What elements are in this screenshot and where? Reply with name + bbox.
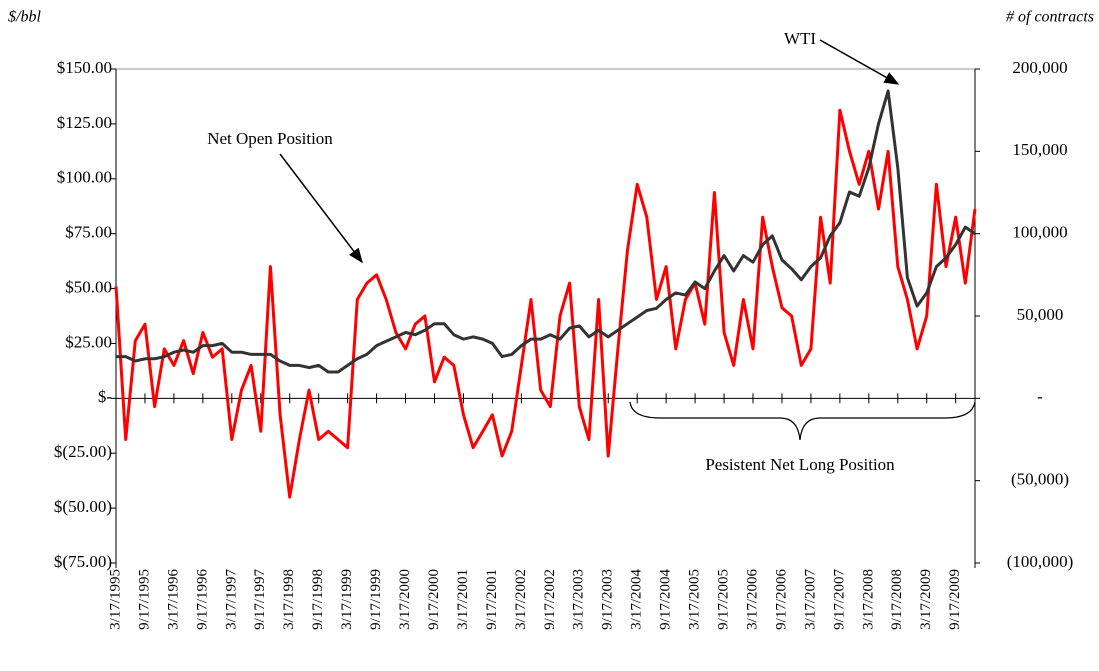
x-tick-label: 9/17/2006: [773, 569, 789, 630]
line-series: [116, 89, 976, 374]
brace: [629, 401, 976, 441]
y2-tick-label: 200,000: [1012, 58, 1067, 77]
x-tick-label: 3/17/2003: [571, 569, 587, 630]
y-tick-label: $100.00: [57, 168, 112, 187]
x-tick-label: 9/17/2000: [426, 569, 442, 630]
x-tick-label: 9/17/2005: [715, 569, 731, 630]
line-series: [114, 108, 977, 499]
y2-axis-title: # of contracts: [1006, 9, 1094, 26]
y2-tick-label: (50,000): [1011, 470, 1069, 489]
y2-tick-label: -: [1037, 387, 1043, 406]
x-tick-label: 3/17/1999: [339, 569, 355, 630]
x-tick-label: 9/17/2001: [484, 569, 500, 630]
x-tick-label: 9/17/2002: [542, 569, 558, 630]
y-tick-label: $(50.00): [54, 497, 112, 516]
y2-tick-label: 150,000: [1012, 140, 1067, 159]
y-axis-title: $/bbl: [8, 9, 41, 26]
annotation: Net Open Position: [207, 129, 333, 148]
y-tick-label: $-: [98, 387, 113, 406]
x-tick-label: 9/17/1996: [194, 569, 210, 630]
annotation: WTI: [784, 29, 816, 48]
x-tick-label: 3/17/2002: [513, 569, 529, 630]
x-tick-label: 3/17/2000: [397, 569, 413, 630]
x-tick-label: 9/17/1999: [368, 569, 384, 630]
y-tick-label: $150.00: [57, 58, 112, 77]
y2-tick-label: 50,000: [1017, 305, 1064, 324]
x-tick-label: 3/17/1996: [165, 569, 181, 630]
x-tick-label: 3/17/2006: [744, 569, 760, 630]
y-tick-label: $75.00: [65, 223, 112, 242]
x-tick-label: 9/17/1998: [310, 569, 326, 630]
y-tick-label: $(75.00): [54, 552, 112, 571]
annotation-arrow: [819, 39, 900, 85]
x-tick-label: 9/17/1997: [252, 569, 268, 630]
y2-tick-label: 100,000: [1012, 223, 1067, 242]
x-tick-label: 3/17/1995: [107, 569, 123, 630]
x-tick-label: 9/17/2007: [831, 569, 847, 630]
x-tick-label: 9/17/2009: [947, 569, 963, 630]
x-tick-label: 3/17/2007: [802, 569, 818, 630]
x-tick-label: 9/17/2008: [889, 569, 905, 630]
x-tick-label: 3/17/2009: [918, 569, 934, 630]
y2-tick-label: (100,000): [1007, 552, 1074, 571]
x-tick-label: 3/17/2001: [455, 569, 471, 630]
x-tick-label: 3/17/2008: [860, 569, 876, 630]
y-tick-label: $50.00: [65, 277, 112, 296]
x-tick-label: 9/17/2003: [600, 569, 616, 630]
y-tick-label: $25.00: [65, 332, 112, 351]
x-tick-label: 3/17/2005: [687, 569, 703, 630]
y-tick-label: $(25.00): [54, 442, 112, 461]
x-tick-label: 3/17/1998: [281, 569, 297, 630]
annotation: Pesistent Net Long Position: [705, 455, 895, 474]
x-tick-label: 9/17/1995: [136, 569, 152, 630]
x-tick-label: 9/17/2004: [658, 569, 674, 630]
x-tick-label: 3/17/2004: [629, 569, 645, 630]
x-tick-label: 3/17/1997: [223, 569, 239, 630]
y-tick-label: $125.00: [57, 113, 112, 132]
annotation-arrow: [279, 153, 363, 264]
